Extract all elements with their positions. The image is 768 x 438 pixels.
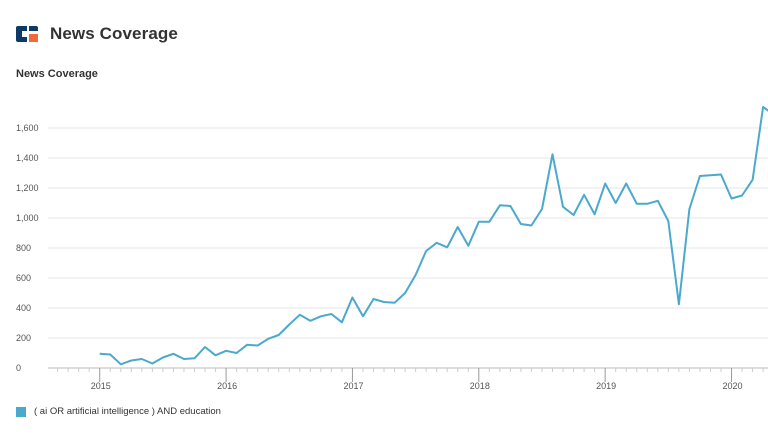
y-tick-label: 600 bbox=[16, 273, 31, 283]
page-header: News Coverage bbox=[16, 22, 178, 46]
legend-swatch bbox=[16, 406, 26, 417]
x-year-label: 2020 bbox=[723, 381, 743, 391]
y-tick-label: 800 bbox=[16, 243, 31, 253]
x-year-label: 2016 bbox=[217, 381, 237, 391]
y-tick-label: 0 bbox=[16, 363, 21, 373]
legend-label: ( ai OR artificial intelligence ) AND ed… bbox=[34, 406, 221, 417]
x-year-label: 2017 bbox=[343, 381, 363, 391]
chart-legend: ( ai OR artificial intelligence ) AND ed… bbox=[16, 406, 221, 417]
x-year-label: 2019 bbox=[596, 381, 616, 391]
y-tick-label: 1,400 bbox=[16, 153, 39, 163]
y-tick-label: 400 bbox=[16, 303, 31, 313]
y-tick-label: 200 bbox=[16, 333, 31, 343]
y-tick-label: 1,600 bbox=[16, 123, 39, 133]
page-title: News Coverage bbox=[50, 24, 178, 43]
x-year-label: 2015 bbox=[91, 381, 111, 391]
y-tick-label: 1,200 bbox=[16, 183, 39, 193]
y-tick-label: 1,000 bbox=[16, 213, 39, 223]
x-year-label: 2018 bbox=[470, 381, 490, 391]
series-line bbox=[99, 106, 768, 366]
chart-title: News Coverage bbox=[16, 68, 98, 80]
app-logo-icon bbox=[16, 26, 38, 42]
